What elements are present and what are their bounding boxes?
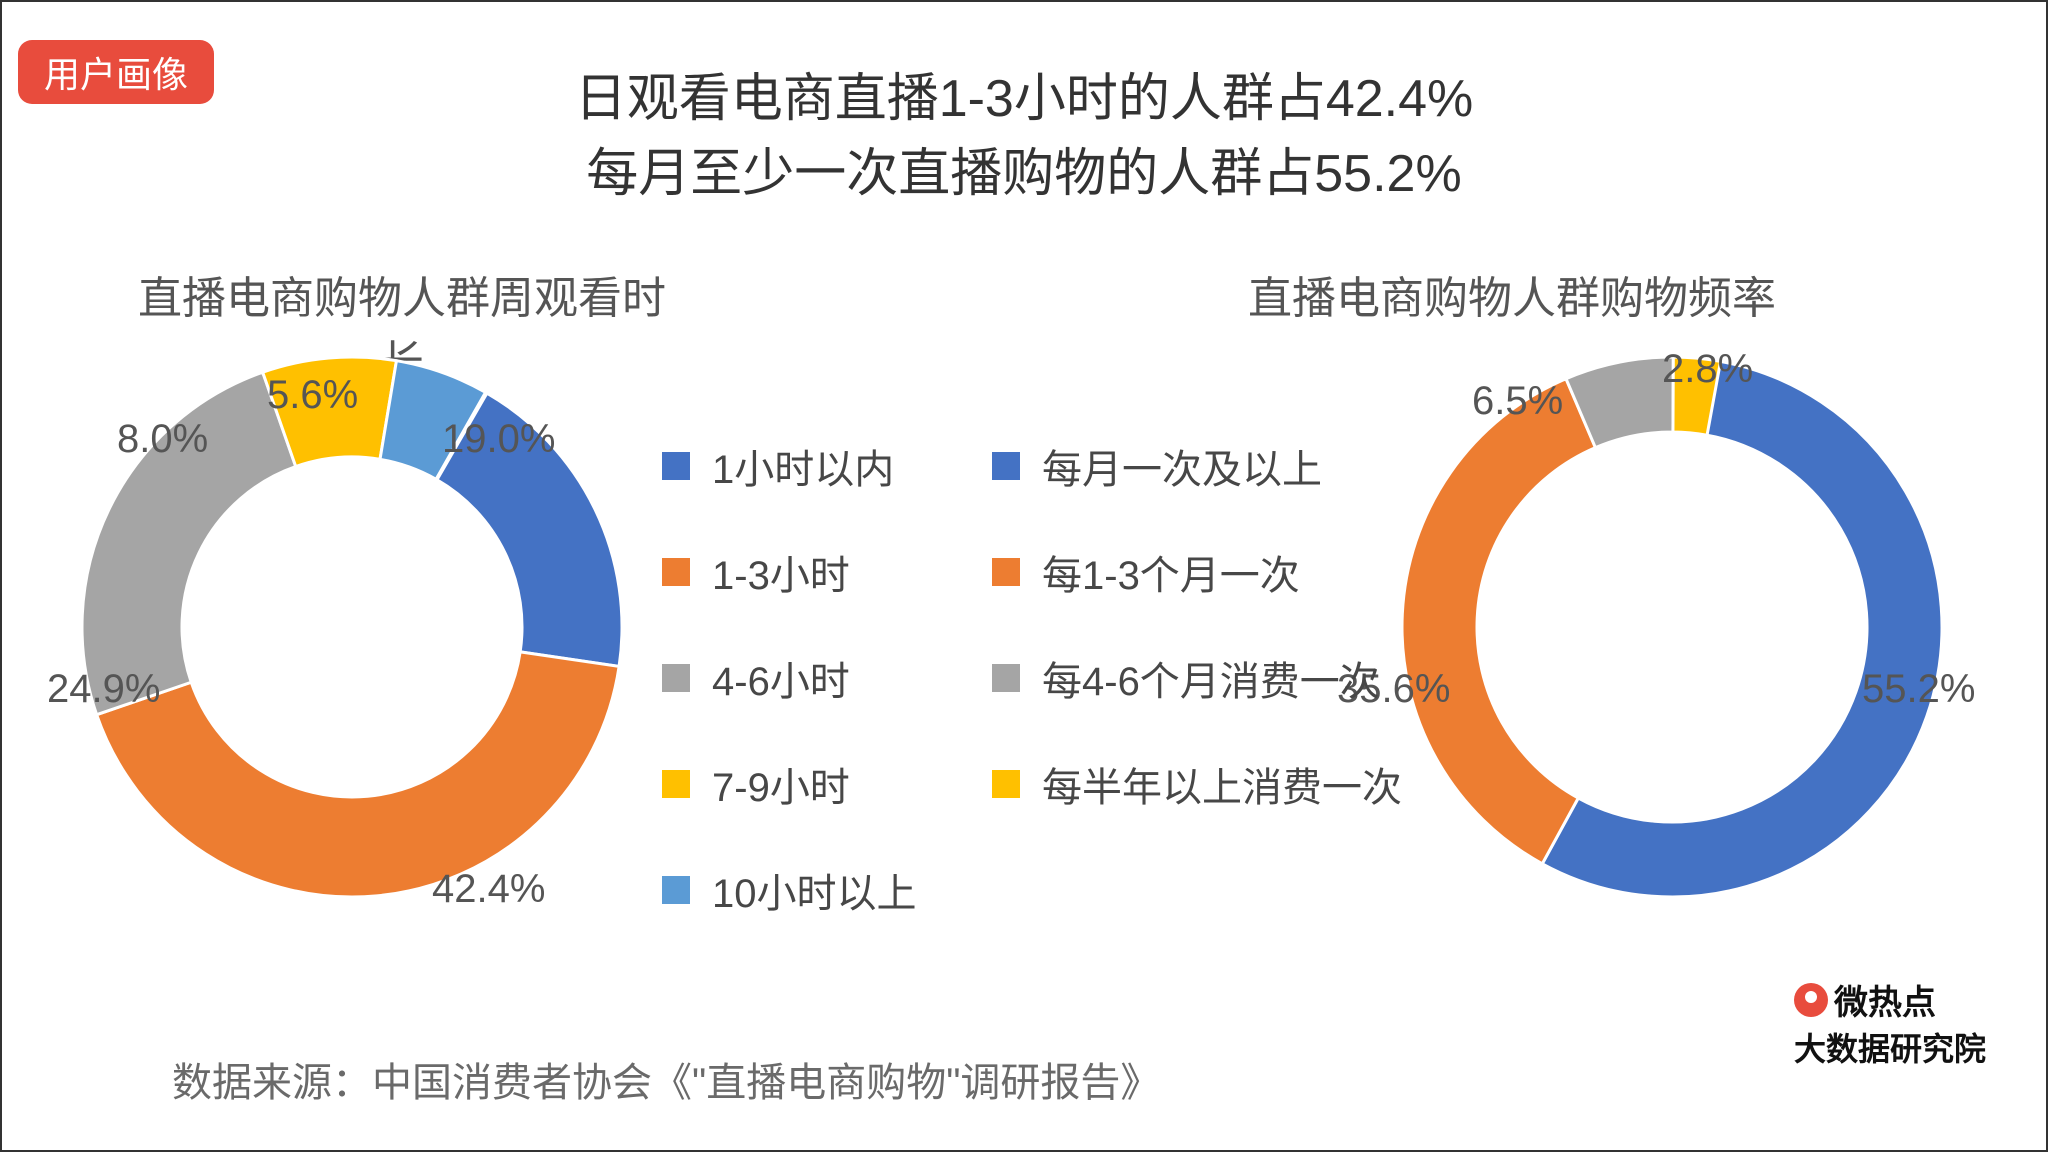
legend-item: 每1-3个月一次 <box>992 543 1402 601</box>
logo-text-2: 大数据研究院 <box>1794 1024 1986 1070</box>
chart-right-title: 直播电商购物人群购物频率 <box>1232 262 1792 326</box>
legend-swatch <box>662 664 690 692</box>
legend-label: 4-6小时 <box>712 649 850 707</box>
legend-swatch <box>662 558 690 586</box>
legend-label: 每月一次及以上 <box>1042 437 1322 495</box>
brand-logo: 微热点 大数据研究院 <box>1794 975 1986 1070</box>
logo-eye-icon <box>1794 983 1828 1017</box>
legend-label: 1-3小时 <box>712 543 850 601</box>
pct-label: 5.6% <box>267 373 358 418</box>
pct-label: 8.0% <box>117 417 208 462</box>
donut-chart-left: 19.0%42.4%24.9%8.0%5.6% <box>62 337 642 922</box>
logo-text-1: 微热点 <box>1834 975 1936 1024</box>
legend-label: 每1-3个月一次 <box>1042 543 1300 601</box>
legend-right: 每月一次及以上每1-3个月一次每4-6个月消费一次每半年以上消费一次 <box>992 437 1402 861</box>
pct-label: 2.8% <box>1662 347 1753 392</box>
legend-swatch <box>992 664 1020 692</box>
legend-swatch <box>992 770 1020 798</box>
legend-item: 每4-6个月消费一次 <box>992 649 1402 707</box>
donut-slice <box>1402 379 1595 864</box>
legend-label: 7-9小时 <box>712 755 850 813</box>
donut-chart-right: 55.2%35.6%6.5%2.8% <box>1382 337 1962 922</box>
legend-swatch <box>662 770 690 798</box>
title-line-2: 每月至少一次直播购物的人群占55.2% <box>2 137 2046 212</box>
legend-swatch <box>992 558 1020 586</box>
pct-label: 19.0% <box>442 417 555 462</box>
legend-item: 每半年以上消费一次 <box>992 755 1402 813</box>
pct-label: 42.4% <box>432 867 545 912</box>
legend-left: 1小时以内 1-3小时 4-6小时 7-9小时 10小时以上 <box>662 437 917 967</box>
legend-item: 10小时以上 <box>662 861 917 919</box>
pct-label: 24.9% <box>47 667 160 712</box>
legend-label: 每半年以上消费一次 <box>1042 755 1402 813</box>
legend-item: 1-3小时 <box>662 543 917 601</box>
legend-label: 1小时以内 <box>712 437 894 495</box>
legend-label: 10小时以上 <box>712 861 917 919</box>
title-line-1: 日观看电商直播1-3小时的人群占42.4% <box>2 62 2046 137</box>
pct-label: 55.2% <box>1862 667 1975 712</box>
legend-item: 1小时以内 <box>662 437 917 495</box>
legend-label: 每4-6个月消费一次 <box>1042 649 1380 707</box>
legend-swatch <box>992 452 1020 480</box>
main-title: 日观看电商直播1-3小时的人群占42.4% 每月至少一次直播购物的人群占55.2… <box>2 62 2046 213</box>
chart-area: 直播电商购物人群周观看时长 直播电商购物人群购物频率 19.0%42.4%24.… <box>2 262 2046 1022</box>
pct-label: 6.5% <box>1472 379 1563 424</box>
legend-item: 每月一次及以上 <box>992 437 1402 495</box>
legend-swatch <box>662 452 690 480</box>
legend-item: 7-9小时 <box>662 755 917 813</box>
data-source: 数据来源：中国消费者协会《"直播电商购物"调研报告》 <box>172 1050 1160 1108</box>
legend-item: 4-6小时 <box>662 649 917 707</box>
legend-swatch <box>662 876 690 904</box>
